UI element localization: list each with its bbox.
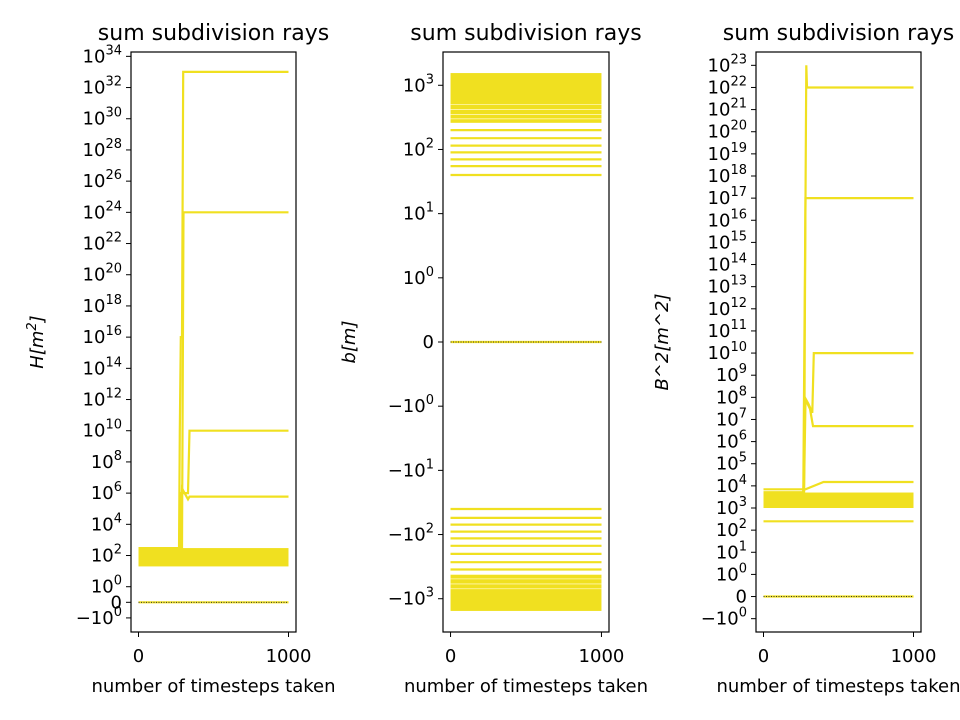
y-axis-label: H[m2] — [25, 315, 48, 368]
chart-panel-1: −100010010210410610810101012101410161018… — [25, 21, 336, 697]
y-tick-label: 106 — [91, 480, 122, 504]
x-tick-label: 0 — [445, 646, 456, 667]
chart-title: sum subdivision rays — [410, 21, 641, 46]
y-tick-label: 1011 — [708, 318, 747, 342]
y-tick-label: 1016 — [708, 207, 747, 231]
x-axis-label: number of timesteps taken — [716, 676, 960, 697]
y-tick-label: −102 — [388, 522, 434, 546]
y-tick-label: 1026 — [83, 168, 122, 192]
y-tick-label: 104 — [716, 473, 747, 497]
y-tick-label: 100 — [716, 561, 747, 585]
y-tick-label: 103 — [716, 495, 747, 519]
y-tick-label: 109 — [716, 362, 747, 386]
series-band — [763, 492, 914, 509]
y-tick-label: 1022 — [83, 231, 122, 255]
axes-frame — [755, 51, 922, 633]
x-tick-label: 0 — [758, 646, 769, 667]
y-tick-label: 1017 — [708, 185, 747, 209]
y-tick-label: 0 — [423, 332, 434, 353]
y-tick-label: 1022 — [708, 74, 747, 98]
series-band — [138, 548, 289, 567]
y-tick-label: 1014 — [708, 252, 747, 276]
y-tick-label: 104 — [91, 511, 122, 535]
y-tick-label: 0 — [736, 587, 747, 608]
series-band — [450, 73, 602, 123]
plot-area — [450, 73, 602, 611]
x-tick-label: 1000 — [579, 646, 625, 667]
series-line — [138, 429, 289, 554]
y-tick-label: 107 — [716, 406, 747, 430]
y-tick-label: 1028 — [83, 137, 122, 161]
y-tick-label: −100 — [701, 606, 747, 630]
y-tick-label: 102 — [91, 543, 122, 567]
chart-title: sum subdivision rays — [723, 21, 954, 46]
y-tick-label: 1013 — [708, 274, 747, 298]
y-tick-label: −101 — [388, 457, 434, 481]
y-tick-label: −100 — [76, 605, 122, 629]
y-tick-label: 1024 — [83, 199, 122, 223]
y-tick-label: 0 — [111, 592, 122, 613]
y-tick-label: 1020 — [708, 119, 747, 143]
y-tick-label: 1016 — [83, 324, 122, 348]
series-line — [763, 352, 914, 494]
y-tick-label: 102 — [403, 136, 434, 160]
y-tick-label: 1032 — [83, 75, 122, 99]
series-line — [763, 197, 914, 494]
y-tick-label: 1014 — [83, 355, 122, 379]
x-axis-label: number of timesteps taken — [91, 676, 335, 697]
y-tick-label: 1010 — [708, 340, 747, 364]
chart-title: sum subdivision rays — [98, 21, 329, 46]
y-tick-label: 1030 — [83, 106, 122, 130]
plot-area — [138, 70, 289, 604]
y-tick-label: −103 — [388, 586, 434, 610]
y-tick-label: 1019 — [708, 141, 747, 165]
x-axis-label: number of timesteps taken — [404, 676, 648, 697]
y-tick-label: 106 — [716, 429, 747, 453]
series-band — [450, 574, 602, 611]
y-tick-label: 1023 — [708, 52, 747, 76]
y-tick-label: 100 — [91, 574, 122, 598]
y-tick-label: 1018 — [708, 163, 747, 187]
chart-panel-2: −103 −102 −101 −100 0 100 101 102 103 0 1000 sum su… — [339, 21, 648, 697]
series-line — [138, 70, 289, 554]
y-tick-label: −100 — [388, 393, 434, 417]
y-tick-label: 1012 — [83, 387, 122, 411]
series-line — [138, 484, 289, 554]
y-tick-label: 102 — [716, 517, 747, 541]
x-tick-label: 1000 — [891, 646, 937, 667]
series-line — [138, 211, 289, 550]
x-tick-label: 1000 — [266, 646, 312, 667]
y-tick-label: 1012 — [708, 296, 747, 320]
series-line — [763, 65, 914, 494]
y-tick-label: 1015 — [708, 229, 747, 253]
y-tick-label: 100 — [403, 265, 434, 289]
axes-frame — [130, 51, 297, 633]
y-tick-label: 1010 — [83, 418, 122, 442]
y-tick-label: 103 — [403, 72, 434, 96]
y-axis-label: B^2[m^2] — [652, 294, 673, 391]
y-tick-label: 108 — [91, 449, 122, 473]
y-tick-label: 105 — [716, 451, 747, 475]
y-tick-label: 1020 — [83, 262, 122, 286]
y-tick-label: 101 — [403, 201, 434, 225]
plot-area — [763, 65, 914, 598]
y-tick-label: 1018 — [83, 293, 122, 317]
y-tick-label: 101 — [716, 539, 747, 563]
y-axis-label: b[m] — [339, 320, 360, 363]
x-tick-label: 0 — [133, 646, 144, 667]
y-tick-label: 1021 — [708, 97, 747, 121]
y-tick-label: 108 — [716, 384, 747, 408]
chart-panel-3: −100010010110210310410510610710810910101… — [652, 21, 960, 697]
series-line — [763, 399, 914, 494]
y-tick-label: 1034 — [83, 43, 122, 67]
series-line — [763, 480, 914, 491]
